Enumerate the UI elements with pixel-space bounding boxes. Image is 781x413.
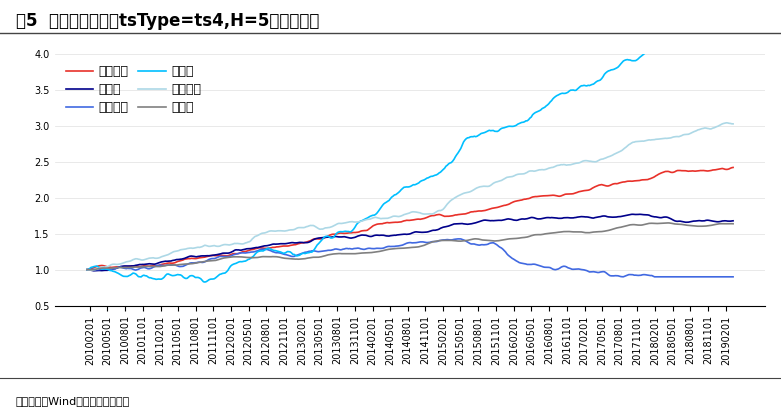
Line: 能源化工: 能源化工 bbox=[87, 123, 733, 270]
Line: 所有品种: 所有品种 bbox=[87, 167, 733, 270]
Line: 黑色系: 黑色系 bbox=[87, 20, 733, 282]
Text: 资料来源：Wind，海通证券研究所: 资料来源：Wind，海通证券研究所 bbox=[16, 396, 130, 406]
Line: 贵金属: 贵金属 bbox=[87, 223, 733, 270]
Text: 图5  各板块在参数（tsType=ts4,H=5）下的净值: 图5 各板块在参数（tsType=ts4,H=5）下的净值 bbox=[16, 12, 319, 31]
Legend: 所有品种, 农产品, 有色金属, 黑色系, 能源化工, 贵金属: 所有品种, 农产品, 有色金属, 黑色系, 能源化工, 贵金属 bbox=[61, 60, 206, 119]
Line: 农产品: 农产品 bbox=[87, 214, 733, 271]
Line: 有色金属: 有色金属 bbox=[87, 239, 733, 277]
